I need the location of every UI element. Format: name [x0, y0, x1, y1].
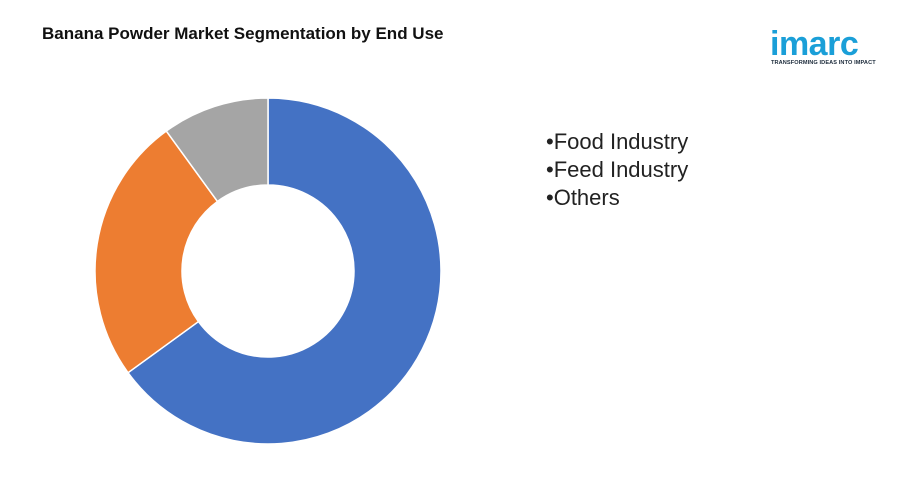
legend-item-feed-industry: •Feed Industry — [546, 157, 689, 182]
legend-item-others: •Others — [546, 185, 620, 210]
imarc-logo: imarc TRANSFORMING IDEAS INTO IMPACT — [770, 20, 882, 68]
slice-others — [165, 97, 269, 203]
chart-title: Banana Powder Market Segmentation by End… — [42, 24, 444, 43]
logo-tagline: TRANSFORMING IDEAS INTO IMPACT — [771, 60, 876, 66]
chart-legend: •Food Industry •Feed Industry •Others — [546, 128, 688, 212]
legend-item-food-industry: •Food Industry — [546, 129, 689, 154]
slice-food-industry — [126, 97, 442, 445]
logo-wordmark: imarc — [770, 25, 859, 63]
donut-slices — [94, 97, 442, 445]
slice-feed-industry — [94, 129, 219, 374]
